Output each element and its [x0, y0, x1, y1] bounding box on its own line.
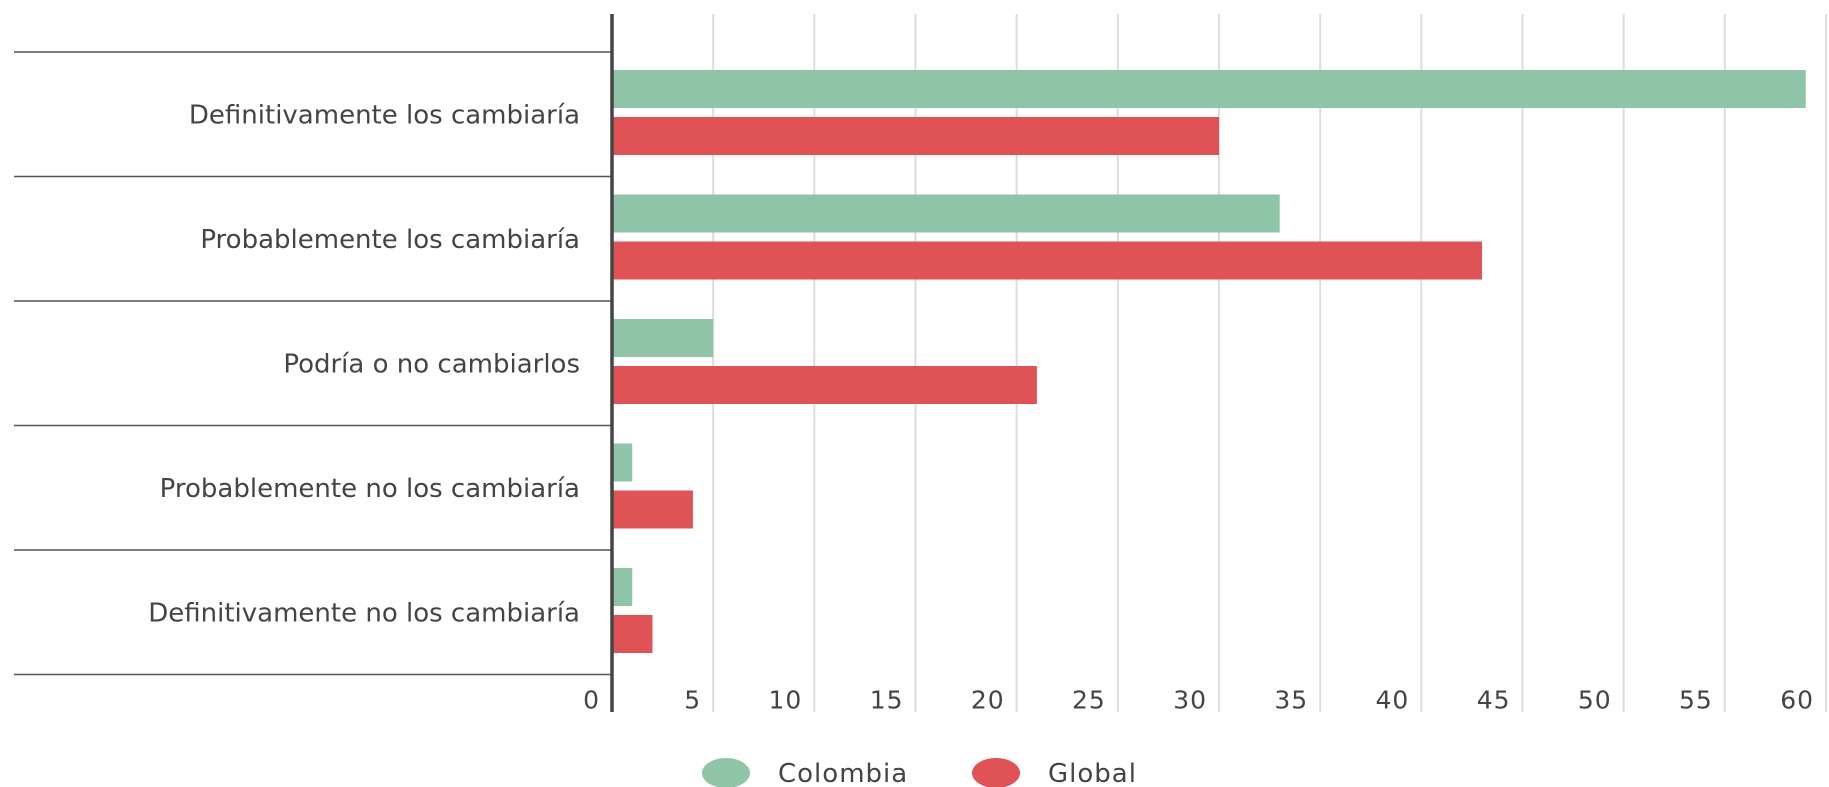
category-label-definitivamente-no-los-cambiaria: Definitivamente no los cambiaría [148, 598, 580, 628]
x-tick-label-15: 15 [870, 686, 904, 715]
category-label-probablemente-los-cambiaria: Probablemente los cambiaría [200, 225, 580, 255]
bar-global-definitivamente-los-cambiaria [612, 117, 1219, 155]
bars [612, 70, 1806, 653]
legend-swatch-global [972, 758, 1020, 787]
x-tick-label-5: 5 [684, 686, 701, 715]
bar-colombia-podria-o-no-cambiarlos [612, 319, 714, 357]
legend-swatch-colombia [702, 758, 750, 787]
x-tick-label-35: 35 [1274, 686, 1308, 715]
x-axis-ticks: 0 5 10 15 20 25 30 35 40 45 50 55 60 [583, 686, 1814, 715]
bar-global-definitivamente-no-los-cambiaria [612, 615, 653, 653]
bar-colombia-probablemente-los-cambiaria [612, 194, 1280, 233]
category-label-probablemente-no-los-cambiaria: Probablemente no los cambiaría [160, 474, 580, 504]
bar-colombia-definitivamente-los-cambiaria [612, 70, 1806, 108]
x-tick-label-55: 55 [1679, 686, 1713, 715]
category-labels: Definitivamente los cambiaría Probablemen… [148, 100, 580, 628]
x-tick-label-0: 0 [583, 686, 600, 715]
x-tick-label-10: 10 [769, 686, 803, 715]
bar-global-podria-o-no-cambiarlos [612, 366, 1037, 404]
x-tick-label-50: 50 [1578, 686, 1612, 715]
legend-label-colombia: Colombia [778, 759, 908, 787]
bar-global-probablemente-no-los-cambiaria [612, 490, 693, 529]
bar-colombia-definitivamente-no-los-cambiaria [612, 568, 633, 606]
bar-colombia-probablemente-no-los-cambiaria [612, 443, 633, 482]
x-tick-label-30: 30 [1173, 686, 1207, 715]
x-tick-label-40: 40 [1376, 686, 1410, 715]
legend: Colombia Global [702, 758, 1137, 787]
x-tick-label-20: 20 [971, 686, 1005, 715]
x-tick-label-25: 25 [1072, 686, 1106, 715]
category-label-podria-o-no-cambiarlos: Podría o no cambiarlos [283, 349, 580, 379]
x-tick-label-45: 45 [1477, 686, 1511, 715]
category-label-definitivamente-los-cambiaria: Definitivamente los cambiaría [189, 100, 580, 130]
bar-global-probablemente-los-cambiaria [612, 241, 1483, 280]
x-tick-label-60: 60 [1780, 686, 1814, 715]
category-separators [14, 51, 612, 676]
legend-label-global: Global [1048, 759, 1137, 787]
